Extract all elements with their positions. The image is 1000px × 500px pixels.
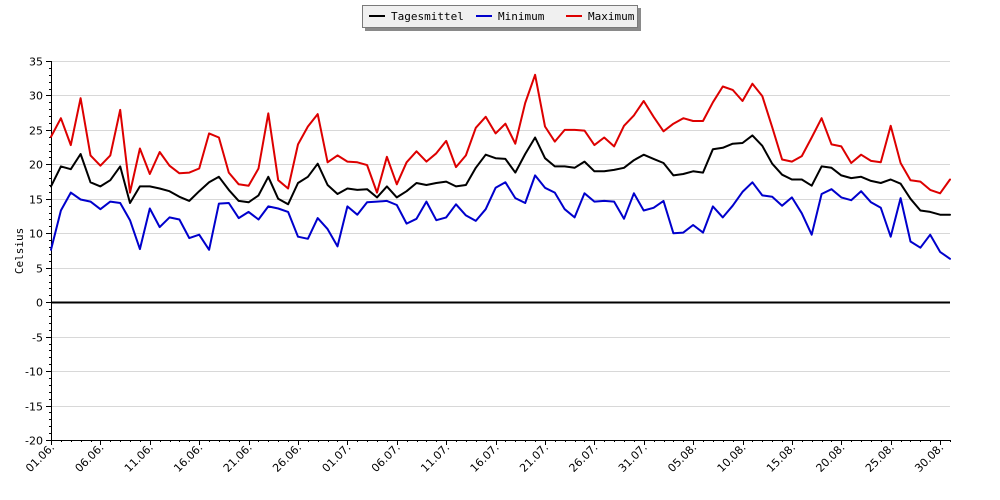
x-tick-label: 26.07. bbox=[567, 441, 601, 475]
x-tick-label: 11.07. bbox=[418, 441, 452, 475]
legend-swatch-minimum bbox=[476, 15, 492, 17]
y-axis-ticks: 35 30 25 20 15 10 5 0 -5 -10 -15 -20 bbox=[25, 56, 51, 448]
y-tick-label: 10 bbox=[29, 228, 43, 241]
x-tick-label: 25.08. bbox=[863, 441, 897, 475]
legend-label-minimum: Minimum bbox=[498, 10, 545, 23]
x-axis-ticks: 01.06. 06.06. 11.06. 16.06. 21.06. 26.06. 01.0… bbox=[23, 440, 951, 475]
x-tick-label: 11.06. bbox=[122, 441, 156, 475]
series-line-minimum bbox=[50, 174, 951, 260]
legend-swatch-tagesmittel bbox=[369, 15, 385, 17]
series-line-tagesmittel bbox=[50, 134, 951, 216]
y-tick-label: 0 bbox=[36, 297, 43, 310]
legend-label-tagesmittel: Tagesmittel bbox=[391, 10, 464, 23]
y-tick-label: -10 bbox=[25, 366, 43, 379]
x-tick-label: 01.07. bbox=[320, 441, 354, 475]
x-tick-label: 05.08. bbox=[665, 441, 699, 475]
legend-item-maximum: Maximum bbox=[566, 6, 634, 27]
x-tick-label: 10.08. bbox=[715, 441, 749, 475]
x-tick-label: 15.08. bbox=[764, 441, 798, 475]
series-line-maximum bbox=[50, 73, 951, 195]
legend-label-maximum: Maximum bbox=[588, 10, 635, 23]
axes bbox=[51, 61, 950, 441]
y-tick-label: 25 bbox=[29, 125, 43, 138]
series-lines bbox=[50, 73, 951, 260]
y-tick-label: 5 bbox=[36, 263, 43, 276]
x-tick-label: 06.06. bbox=[73, 441, 107, 475]
x-tick-label: 06.07. bbox=[369, 441, 403, 475]
y-tick-label: 30 bbox=[29, 90, 43, 103]
y-tick-label: -15 bbox=[25, 401, 43, 414]
x-tick-label: 21.07. bbox=[517, 441, 551, 475]
y-tick-label: -5 bbox=[32, 332, 43, 345]
x-tick-label: 16.06. bbox=[171, 441, 205, 475]
y-tick-label: 20 bbox=[29, 159, 43, 172]
y-tick-label: -20 bbox=[25, 435, 43, 448]
grid-lines bbox=[51, 61, 950, 441]
legend-item-minimum: Minimum bbox=[476, 6, 544, 27]
legend-item-tagesmittel: Tagesmittel bbox=[369, 6, 464, 27]
x-tick-label: 16.07. bbox=[468, 441, 502, 475]
x-tick-label: 20.08. bbox=[814, 441, 848, 475]
y-tick-label: 15 bbox=[29, 194, 43, 207]
legend-swatch-maximum bbox=[566, 15, 582, 17]
x-tick-label: 21.06. bbox=[221, 441, 255, 475]
y-tick-label: 35 bbox=[29, 56, 43, 69]
x-tick-label: 31.07. bbox=[616, 441, 650, 475]
x-tick-label: 26.06. bbox=[270, 441, 304, 475]
y-axis-label: Celsius bbox=[13, 228, 26, 274]
legend: Tagesmittel Minimum Maximum bbox=[362, 5, 638, 28]
x-tick-label: 30.08. bbox=[912, 441, 946, 475]
